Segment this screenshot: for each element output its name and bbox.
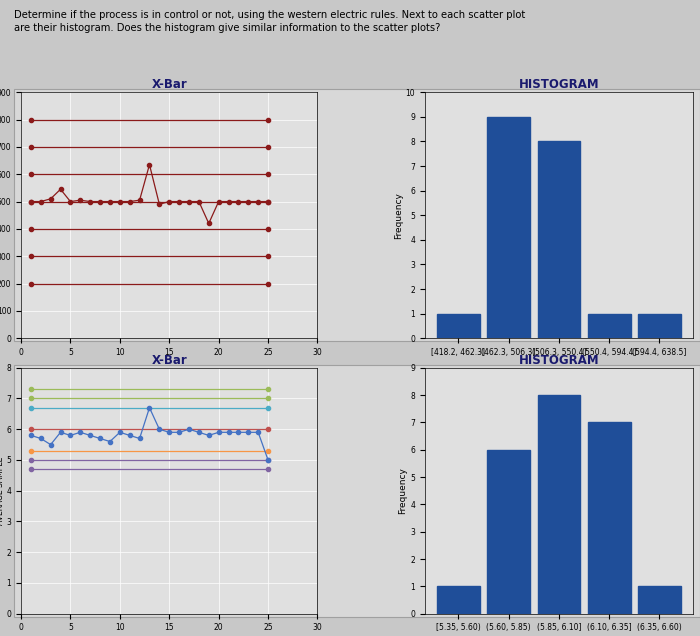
- Bar: [538, 141, 580, 338]
- Bar: [487, 117, 530, 338]
- Legend: +2 sigma, -2 sigma, +1 sigma, -1 sigma: +2 sigma, -2 sigma, +1 sigma, -1 sigma: [32, 396, 236, 408]
- Title: X-Bar: X-Bar: [151, 354, 187, 366]
- Bar: [437, 586, 480, 614]
- Bar: [588, 422, 631, 614]
- Bar: [538, 395, 580, 614]
- Title: X-Bar: X-Bar: [151, 78, 187, 91]
- Y-axis label: AVERAGE SAMPLE: AVERAGE SAMPLE: [0, 457, 5, 525]
- Y-axis label: Frequency: Frequency: [398, 467, 407, 514]
- Bar: [638, 586, 681, 614]
- Bar: [437, 314, 480, 338]
- Title: HISTOGRAM: HISTOGRAM: [519, 78, 599, 91]
- Bar: [588, 314, 631, 338]
- Title: HISTOGRAM: HISTOGRAM: [519, 354, 599, 366]
- Bar: [638, 314, 681, 338]
- Bar: [487, 450, 530, 614]
- Text: Determine if the process is in control or not, using the western electric rules.: Determine if the process is in control o…: [14, 10, 525, 32]
- Y-axis label: Frequency: Frequency: [393, 192, 402, 238]
